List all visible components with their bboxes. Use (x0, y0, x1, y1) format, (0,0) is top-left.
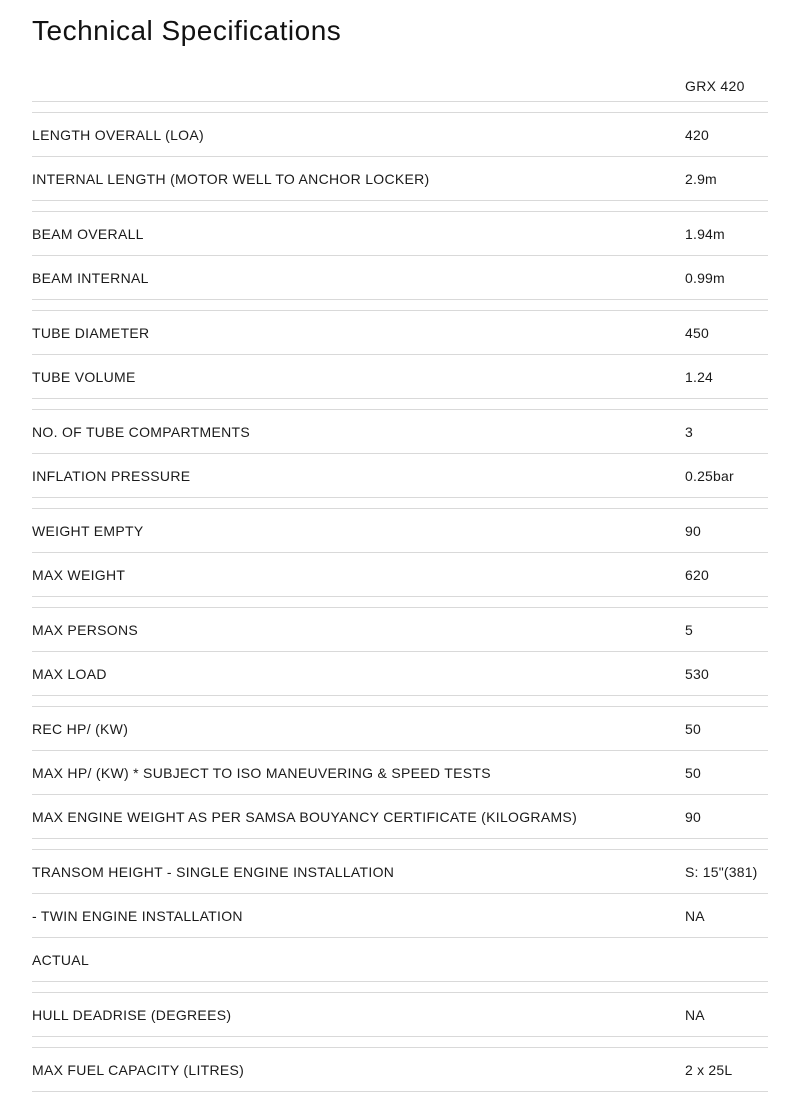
spec-value: 5 (685, 621, 693, 638)
spec-label: LENGTH OVERALL (LOA) (32, 126, 204, 143)
spec-value: 0.25bar (685, 467, 734, 484)
spec-row: BEAM INTERNAL 0.99m (32, 256, 768, 300)
spec-label: MAX HP/ (KW) * SUBJECT TO ISO MANEUVERIN… (32, 764, 491, 781)
spec-label: - TWIN ENGINE INSTALLATION (32, 907, 243, 924)
spec-group: HULL DEADRISE (DEGREES) NA (32, 992, 768, 1037)
spec-label: MAX FUEL CAPACITY (LITRES) (32, 1061, 245, 1078)
spec-table-body: LENGTH OVERALL (LOA) 420 INTERNAL LENGTH (… (32, 112, 768, 1092)
spec-group: REC HP/ (KW) 50 MAX HP/ (KW) * SUBJECT TO … (32, 706, 768, 839)
spec-value: NA (685, 1006, 705, 1023)
spec-label: INFLATION PRESSURE (32, 467, 191, 484)
spec-value: 1.94m (685, 225, 725, 242)
spec-group: WEIGHT EMPTY 90 MAX WEIGHT 620 (32, 508, 768, 597)
spec-table-header: GRX 420 (32, 48, 768, 102)
model-column-header: GRX 420 (685, 78, 745, 94)
spec-row: TUBE VOLUME 1.24 (32, 355, 768, 399)
spec-label: MAX WEIGHT (32, 566, 126, 583)
spec-row: LENGTH OVERALL (LOA) 420 (32, 113, 768, 157)
spec-row: MAX LOAD 530 (32, 652, 768, 696)
spec-value: S: 15"(381) (685, 863, 758, 880)
spec-label: MAX LOAD (32, 665, 107, 682)
spec-label: MAX ENGINE WEIGHT AS PER SAMSA BOUYANCY … (32, 808, 578, 825)
spec-value: 50 (685, 764, 701, 781)
spec-value: 620 (685, 566, 709, 583)
spec-row: ACTUAL (32, 938, 768, 982)
spec-value: 530 (685, 665, 709, 682)
spec-row: INTERNAL LENGTH (MOTOR WELL TO ANCHOR LO… (32, 157, 768, 201)
spec-value: 50 (685, 720, 701, 737)
spec-row: TUBE DIAMETER 450 (32, 311, 768, 355)
spec-row: REC HP/ (KW) 50 (32, 707, 768, 751)
spec-value: 450 (685, 324, 709, 341)
spec-value: 2.9m (685, 170, 717, 187)
spec-group: NO. OF TUBE COMPARTMENTS 3 INFLATION PRESS… (32, 409, 768, 498)
spec-group: TUBE DIAMETER 450 TUBE VOLUME 1.24 (32, 310, 768, 399)
spec-label: TRANSOM HEIGHT - SINGLE ENGINE INSTALLAT… (32, 863, 395, 880)
spec-label: TUBE DIAMETER (32, 324, 150, 341)
spec-label: REC HP/ (KW) (32, 720, 129, 737)
spec-label: WEIGHT EMPTY (32, 522, 144, 539)
spec-row: INFLATION PRESSURE 0.25bar (32, 454, 768, 498)
spec-row: - TWIN ENGINE INSTALLATION NA (32, 894, 768, 938)
spec-value: 420 (685, 126, 709, 143)
spec-row: MAX HP/ (KW) * SUBJECT TO ISO MANEUVERIN… (32, 751, 768, 795)
spec-value: 1.24 (685, 368, 714, 385)
spec-group: MAX FUEL CAPACITY (LITRES) 2 x 25L (32, 1047, 768, 1092)
spec-label: ACTUAL (32, 951, 90, 968)
spec-row: MAX FUEL CAPACITY (LITRES) 2 x 25L (32, 1048, 768, 1092)
page-title: Technical Specifications (32, 15, 342, 46)
spec-value: 90 (685, 522, 701, 539)
spec-row: WEIGHT EMPTY 90 (32, 509, 768, 553)
spec-table: GRX 420 LENGTH OVERALL (LOA) 420 INTERNAL … (32, 48, 768, 1092)
spec-row: MAX PERSONS 5 (32, 608, 768, 652)
spec-row: MAX ENGINE WEIGHT AS PER SAMSA BOUYANCY … (32, 795, 768, 839)
spec-label: HULL DEADRISE (DEGREES) (32, 1006, 232, 1023)
spec-row: TRANSOM HEIGHT - SINGLE ENGINE INSTALLAT… (32, 850, 768, 894)
spec-group: MAX PERSONS 5 MAX LOAD 530 (32, 607, 768, 696)
spec-value: 2 x 25L (685, 1061, 733, 1078)
spec-value: NA (685, 907, 705, 924)
spec-row: NO. OF TUBE COMPARTMENTS 3 (32, 410, 768, 454)
spec-group: TRANSOM HEIGHT - SINGLE ENGINE INSTALLAT… (32, 849, 768, 982)
spec-row: HULL DEADRISE (DEGREES) NA (32, 993, 768, 1037)
spec-value: 3 (685, 423, 693, 440)
spec-label: BEAM INTERNAL (32, 269, 149, 286)
spec-value: 90 (685, 808, 701, 825)
spec-label: TUBE VOLUME (32, 368, 136, 385)
spec-row: BEAM OVERALL 1.94m (32, 212, 768, 256)
spec-label: NO. OF TUBE COMPARTMENTS (32, 423, 250, 440)
spec-value: 0.99m (685, 269, 725, 286)
spec-label: MAX PERSONS (32, 621, 138, 638)
spec-label: INTERNAL LENGTH (MOTOR WELL TO ANCHOR LO… (32, 170, 430, 187)
spec-label: BEAM OVERALL (32, 225, 144, 242)
spec-group: BEAM OVERALL 1.94m BEAM INTERNAL 0.99m (32, 211, 768, 300)
spec-row: MAX WEIGHT 620 (32, 553, 768, 597)
spec-group: LENGTH OVERALL (LOA) 420 INTERNAL LENGTH (… (32, 112, 768, 201)
